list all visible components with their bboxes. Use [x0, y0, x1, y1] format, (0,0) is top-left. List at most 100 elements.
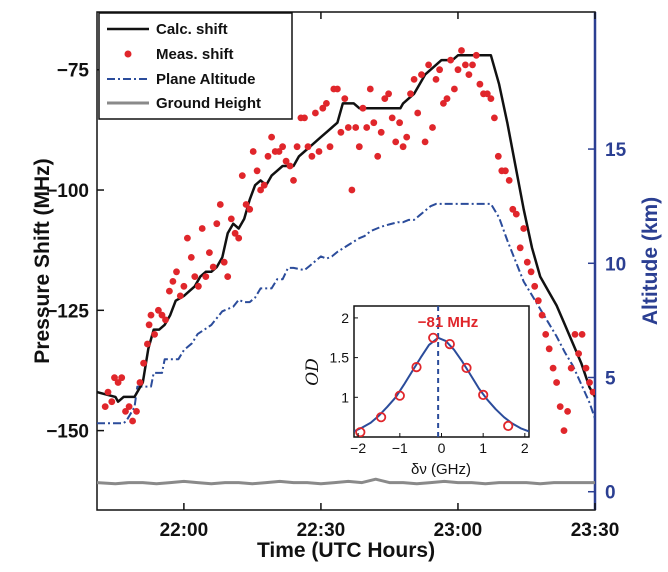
meas-shift-point [582, 364, 590, 372]
meas-shift-point [564, 408, 571, 415]
meas-shift-point [414, 109, 422, 117]
meas-shift-point [472, 51, 480, 59]
meas-shift-point [560, 427, 568, 434]
inset-series-group [354, 306, 529, 437]
meas-shift-point [436, 66, 443, 74]
meas-shift-point [531, 282, 539, 290]
meas-shift-point [323, 100, 330, 107]
meas-shift-point [111, 374, 118, 382]
meas-shift-point [589, 388, 595, 396]
meas-shift-point [187, 254, 195, 261]
main-axes-ticks: 22:00 22:30 23:00 23:30−150−125−100−7505101… [46, 12, 627, 541]
meas-shift-point [286, 162, 294, 170]
meas-shift-point [176, 292, 184, 300]
meas-shift-point [144, 340, 151, 348]
meas-shift-point [440, 100, 447, 107]
x-tick-label: 22:30 [297, 520, 346, 541]
meas-shift-point [257, 186, 264, 194]
meas-shift-point [505, 177, 513, 184]
meas-shift-point [253, 167, 261, 175]
meas-shift-point [465, 71, 473, 78]
meas-shift-point [469, 61, 476, 69]
meas-shift-point [542, 331, 550, 338]
legend-label-meas-shift: Meas. shift [156, 46, 234, 63]
meas-shift-point [145, 321, 153, 329]
meas-shift-point [326, 143, 334, 151]
meas-shift-point [133, 408, 140, 415]
inset-data-point [461, 362, 472, 373]
meas-shift-point [315, 148, 323, 155]
legend-box [98, 12, 293, 120]
meas-shift-point [301, 114, 308, 122]
meas-shift-point [125, 403, 133, 410]
meas-shift-point [235, 234, 243, 242]
meas-shift-point [191, 273, 199, 280]
meas-shift-point [462, 61, 469, 69]
inset-x-tick-label: 1 [479, 440, 487, 456]
inset-data-point [375, 412, 387, 423]
meas-shift-point [275, 148, 283, 155]
meas-shift-point [293, 143, 301, 151]
meas-shift-point [198, 225, 206, 232]
meas-shift-point [308, 152, 316, 160]
meas-shift-point [352, 124, 360, 131]
y-axis-right-label: Altitude (km) [639, 197, 662, 325]
y-right-tick-label: 15 [605, 140, 627, 161]
inset-axes-ticks: −2 −1 0 1 2 1 1.5 2 [330, 310, 529, 456]
meas-shift-point [268, 133, 275, 141]
inset-x-tick-label: −1 [392, 440, 408, 456]
meas-shift-point [319, 104, 327, 112]
meas-shift-point [520, 225, 528, 232]
meas-shift-point [202, 273, 210, 280]
inset-x-tick-label: 0 [438, 440, 446, 456]
meas-shift-point [458, 47, 465, 54]
x-tick-label: 23:00 [434, 520, 483, 541]
y-tick-label: −100 [46, 181, 89, 202]
meas-shift-point [166, 287, 173, 295]
meas-shift-point [443, 95, 451, 102]
meas-shift-point [491, 114, 498, 122]
meas-shift-point [224, 273, 232, 280]
meas-shift-point [158, 311, 166, 319]
meas-shift-point [209, 263, 217, 271]
y-right-tick-label: 10 [605, 254, 626, 275]
meas-shift-point [516, 244, 524, 252]
meas-shift-point [512, 210, 520, 218]
inset-title: −81 MHz [418, 314, 478, 331]
meas-shift-point [410, 76, 418, 83]
meas-shift-point [388, 114, 396, 122]
x-tick-label: 22:00 [160, 520, 209, 541]
inset-data-point [444, 338, 455, 350]
meas-shift-point [184, 234, 191, 242]
inset-x-axis-label: δν (GHz) [411, 461, 471, 478]
inset-y-tick-label: 2 [341, 310, 349, 326]
meas-shift-point [363, 124, 371, 131]
plane-altitude-line [97, 202, 595, 425]
meas-shift-point [122, 408, 129, 415]
inset-y-axis-label: OD [303, 358, 323, 386]
meas-shift-point [341, 95, 349, 102]
meas-shift-point [173, 268, 180, 276]
meas-shift-point [162, 316, 169, 324]
meas-shift-point [206, 249, 213, 256]
legend-label-ground-height: Ground Height [156, 95, 261, 112]
meas-shift-point [399, 143, 407, 151]
meas-shift-point [534, 297, 542, 305]
meas-shift-point [140, 359, 148, 367]
meas-shift-point [216, 201, 224, 208]
meas-shift-point [429, 124, 436, 131]
meas-shift-point [381, 95, 389, 102]
legend-label-plane-altitude: Plane Altitude [156, 71, 255, 88]
legend-swatch-meas-shift [124, 50, 132, 58]
meas-shift-point [451, 85, 458, 93]
meas-shift-point [348, 186, 356, 194]
meas-shift-point [578, 331, 586, 338]
meas-shift-point [538, 311, 546, 319]
meas-shift-point [523, 258, 531, 266]
inset-data-point [411, 361, 422, 373]
meas-shift-point [147, 311, 155, 319]
inset-x-tick-label: −2 [350, 440, 366, 456]
meas-shift-point [366, 85, 374, 93]
meas-shift-point [487, 95, 495, 102]
